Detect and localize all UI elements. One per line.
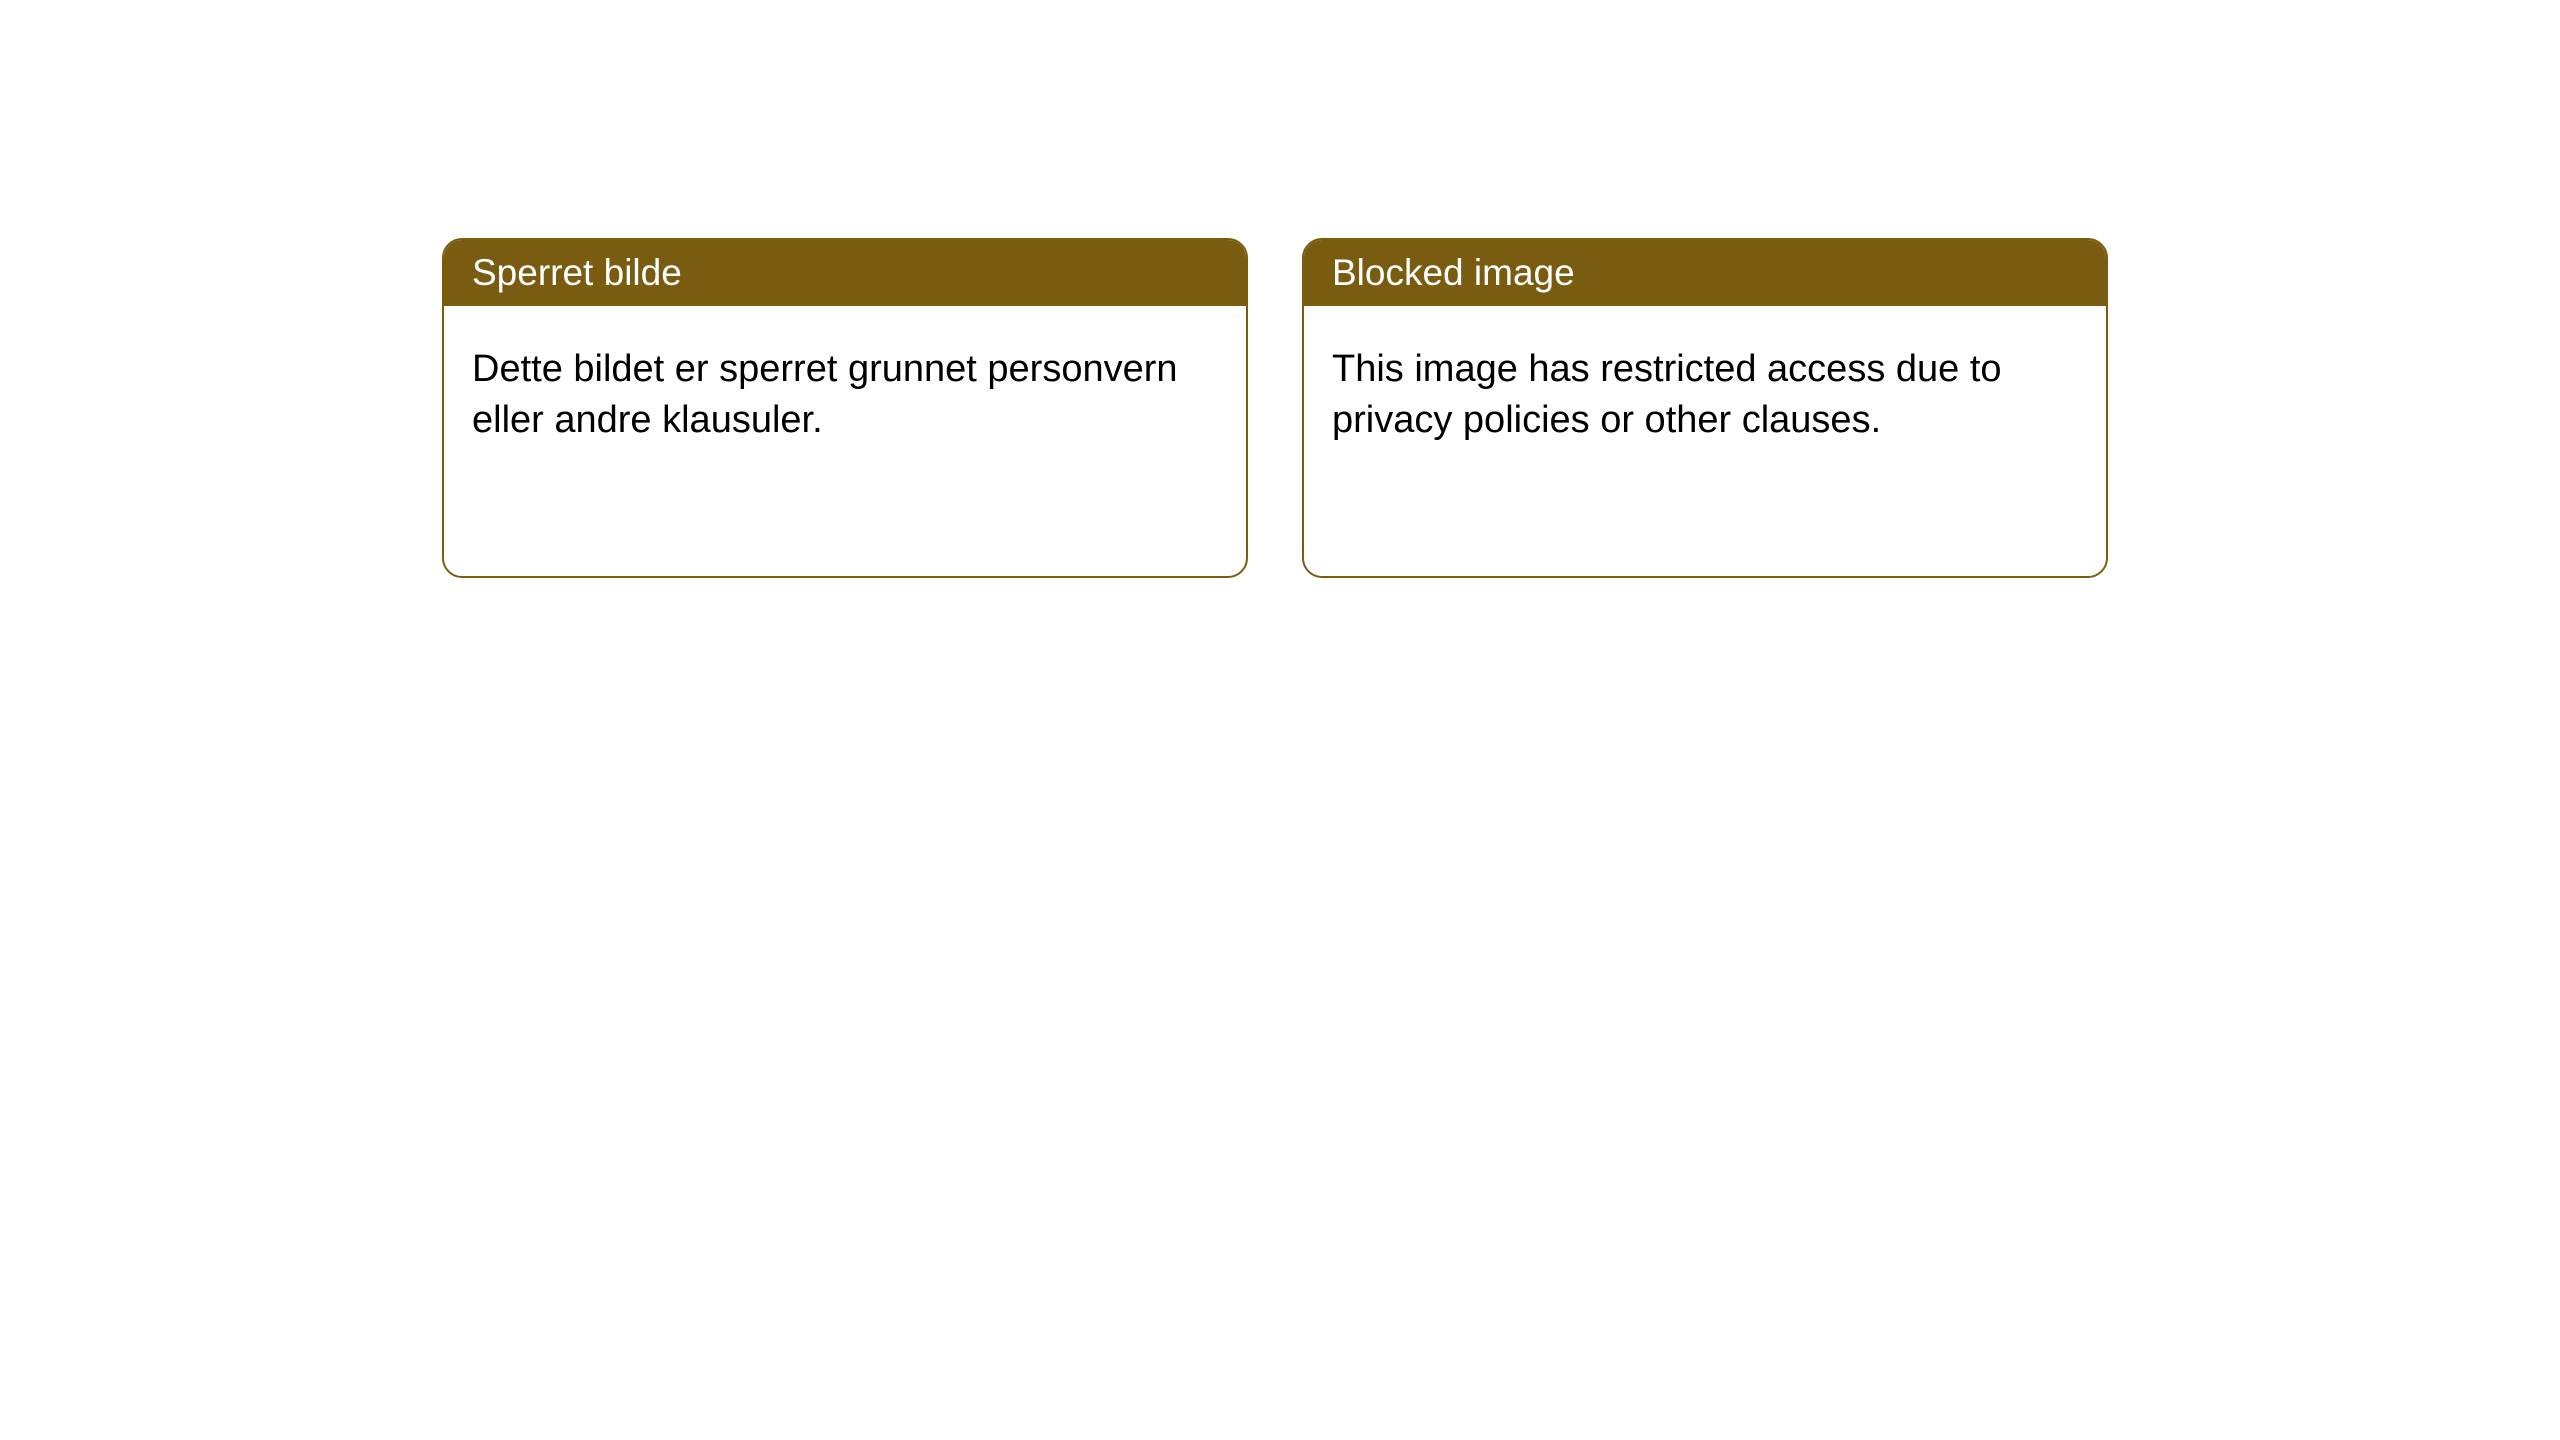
card-body-text: This image has restricted access due to … xyxy=(1332,348,2002,441)
card-title: Sperret bilde xyxy=(472,252,682,293)
card-header: Blocked image xyxy=(1304,240,2106,306)
blocked-image-card-en: Blocked image This image has restricted … xyxy=(1302,238,2108,578)
card-header: Sperret bilde xyxy=(444,240,1246,306)
card-body: This image has restricted access due to … xyxy=(1304,306,2106,485)
notice-container: Sperret bilde Dette bildet er sperret gr… xyxy=(0,0,2560,578)
card-body-text: Dette bildet er sperret grunnet personve… xyxy=(472,348,1178,441)
blocked-image-card-no: Sperret bilde Dette bildet er sperret gr… xyxy=(442,238,1248,578)
card-title: Blocked image xyxy=(1332,252,1575,293)
card-body: Dette bildet er sperret grunnet personve… xyxy=(444,306,1246,485)
